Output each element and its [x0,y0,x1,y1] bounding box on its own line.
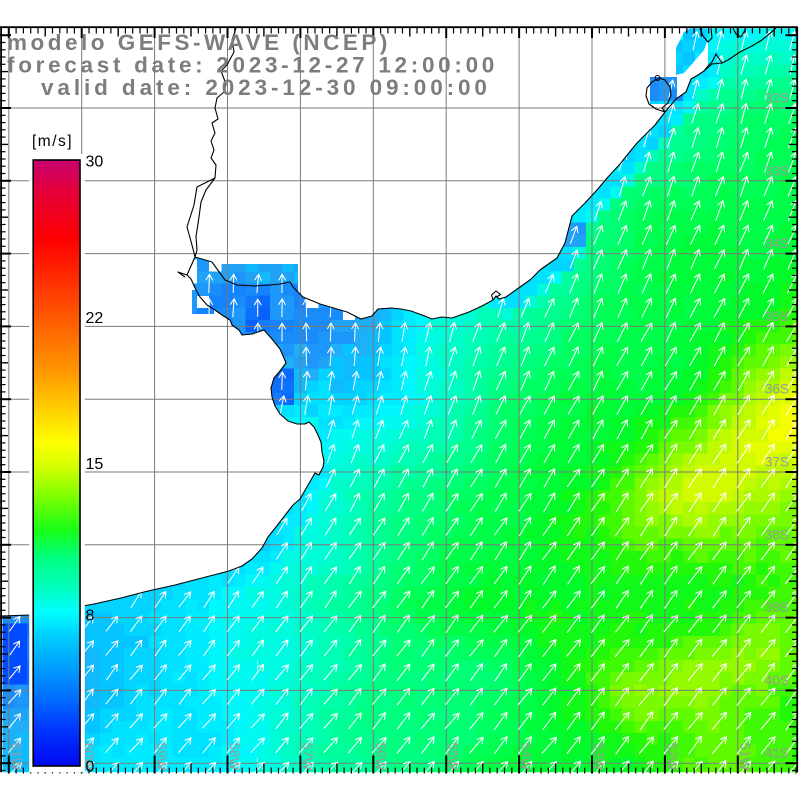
svg-text:58W: 58W [227,743,242,771]
svg-text:30: 30 [86,154,104,171]
svg-text:57W: 57W [300,743,315,771]
svg-text:modelo GEFS-WAVE (NCEP): modelo GEFS-WAVE (NCEP) [7,30,391,55]
svg-text:61W: 61W [8,743,23,771]
svg-text:33S: 33S [765,163,789,178]
svg-text:37S: 37S [765,455,789,470]
svg-text:22: 22 [86,310,104,327]
svg-text:35S: 35S [765,309,789,324]
svg-text:36S: 36S [765,382,789,397]
svg-text:[m/s]: [m/s] [32,133,73,150]
svg-text:59W: 59W [154,743,169,771]
svg-text:40S: 40S [765,673,789,688]
svg-text:38S: 38S [765,527,789,542]
svg-text:forecast date: 2023-12-27 12:0: forecast date: 2023-12-27 12:00:00 [7,53,498,78]
svg-text:52W: 52W [664,743,679,771]
svg-text:valid date: 2023-12-30 09:00:0: valid date: 2023-12-30 09:00:00 [41,75,491,100]
svg-text:53W: 53W [592,743,607,771]
svg-text:60W: 60W [81,743,96,771]
svg-text:55W: 55W [446,743,461,771]
svg-text:56W: 56W [373,743,388,771]
svg-text:39S: 39S [765,600,789,615]
svg-text:0: 0 [86,759,95,776]
svg-text:51W: 51W [737,743,752,771]
svg-text:41S: 41S [765,746,789,761]
svg-text:15: 15 [86,456,104,473]
svg-text:32S: 32S [765,91,789,106]
svg-text:34S: 34S [765,236,789,251]
svg-text:54W: 54W [519,743,534,771]
svg-text:8: 8 [86,608,95,625]
